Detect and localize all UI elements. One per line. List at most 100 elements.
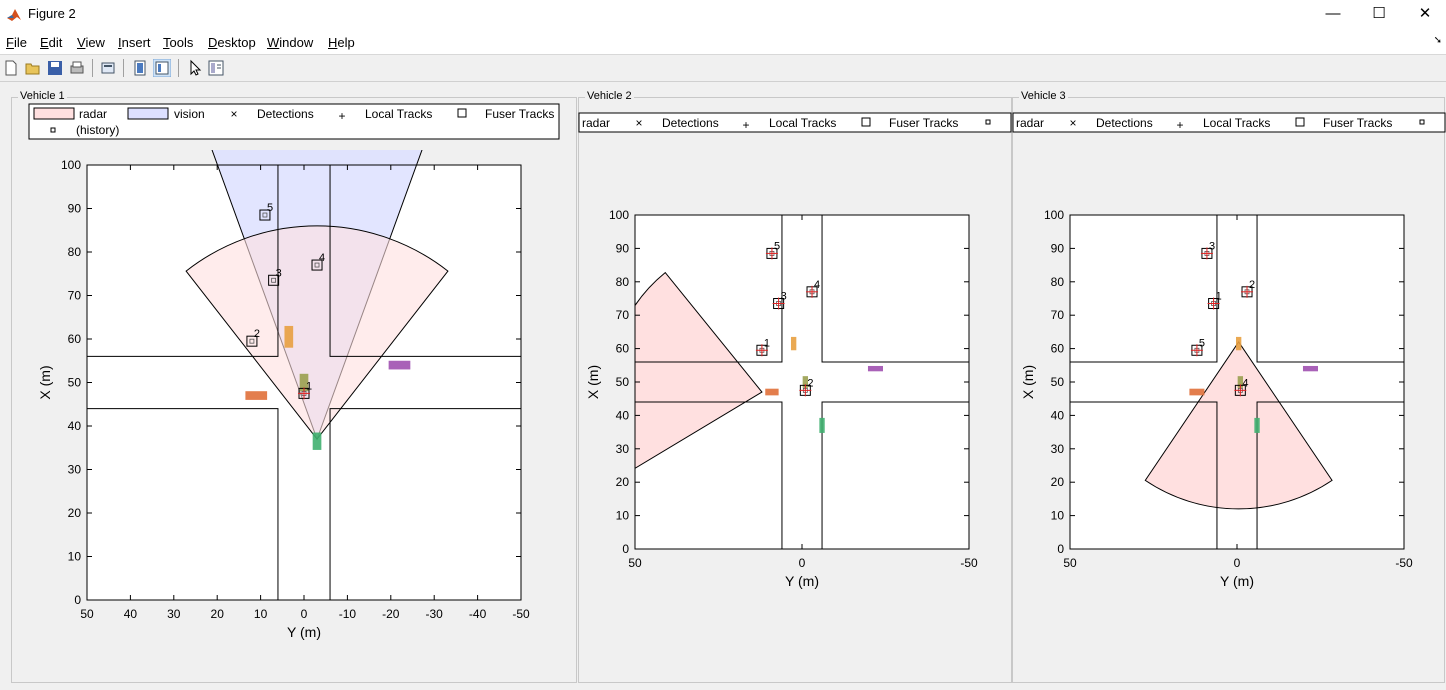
menu-window[interactable]: Window <box>267 35 314 50</box>
x-tick-label: 0 <box>1057 542 1064 556</box>
road-edge <box>1070 401 1218 549</box>
x-tick-label: 40 <box>616 408 630 422</box>
track-id-label: 1 <box>764 337 770 349</box>
history-marker <box>262 212 268 218</box>
legend: radar × Detections + Local Tracks Fuser Track… <box>1012 112 1446 133</box>
vehicle-orange-red <box>765 388 779 396</box>
legend-radar: radar <box>79 107 107 121</box>
menu-insert[interactable]: Insert <box>118 35 151 50</box>
y-axis-label: Y (m) <box>785 573 819 589</box>
legend-radar: radar <box>1016 116 1044 130</box>
new-figure-icon[interactable] <box>2 59 20 77</box>
y-tick-label: -20 <box>382 607 400 621</box>
radar-coverage <box>185 225 449 440</box>
x-tick-label: 60 <box>1051 342 1065 356</box>
x-tick-label: 10 <box>1051 509 1065 523</box>
edit-plot-icon[interactable] <box>186 59 204 77</box>
y-tick-label: 50 <box>80 607 94 621</box>
vehicle-orange <box>790 336 797 351</box>
x-tick-label: 90 <box>1051 241 1065 255</box>
vehicle-purple <box>867 365 883 372</box>
x-tick-label: 100 <box>1044 208 1064 222</box>
track-id-label: 5 <box>1199 337 1205 349</box>
print-preview-icon[interactable] <box>99 59 117 77</box>
toolbar <box>0 55 1446 82</box>
history-swatch <box>985 119 991 125</box>
road-edge <box>329 165 521 357</box>
menu-help[interactable]: Help <box>328 35 355 50</box>
x-tick-label: 20 <box>68 506 82 520</box>
print-icon[interactable] <box>68 59 86 77</box>
minimize-button[interactable]: — <box>1325 5 1341 22</box>
close-button[interactable]: ✕ <box>1418 5 1432 22</box>
x-tick-label: 40 <box>68 419 82 433</box>
local-track-swatch: + <box>1176 118 1183 132</box>
x-tick-label: 10 <box>616 509 630 523</box>
detection-swatch: × <box>230 107 237 121</box>
toolbar-separator <box>92 59 93 77</box>
x-tick-label: 100 <box>61 158 81 172</box>
menu-view[interactable]: View <box>77 35 105 50</box>
property-inspector-icon[interactable] <box>207 59 225 77</box>
menu-file[interactable]: File <box>6 35 27 50</box>
legend-local-tracks: Local Tracks <box>1203 116 1270 130</box>
road-edge <box>87 165 279 357</box>
y-tick-label: -50 <box>512 607 530 621</box>
road-edge <box>821 401 969 549</box>
x-tick-label: 80 <box>616 275 630 289</box>
vehicle-purple <box>388 360 411 370</box>
fuser-track-swatch <box>1295 117 1305 127</box>
fuser-track-marker <box>311 259 323 271</box>
legend-detections: Detections <box>1096 116 1153 130</box>
detection-swatch: × <box>635 116 642 130</box>
road-edge <box>821 215 969 363</box>
x-tick-label: 50 <box>1051 375 1065 389</box>
menu-edit[interactable]: Edit <box>40 35 63 50</box>
x-tick-label: 80 <box>1051 275 1065 289</box>
x-tick-label: 50 <box>616 375 630 389</box>
legend-box <box>28 103 560 140</box>
open-file-icon[interactable] <box>24 59 42 77</box>
road-edge <box>1256 401 1404 549</box>
track-id-label: 5 <box>774 240 780 252</box>
track-id-label: 2 <box>1249 279 1255 291</box>
vehicle-orange <box>284 325 294 348</box>
window-title: Figure 2 <box>28 6 76 21</box>
x-tick-label: 80 <box>68 245 82 259</box>
legend-detections: Detections <box>662 116 719 130</box>
fuser-track-swatch <box>457 108 467 118</box>
maximize-button[interactable]: ☐ <box>1372 5 1386 22</box>
vehicle-olive <box>1237 376 1244 388</box>
vehicle-green <box>312 432 322 450</box>
menu-desktop[interactable]: Desktop <box>208 35 256 50</box>
legend-vision: vision <box>174 107 205 121</box>
show-plot-tools-icon[interactable] <box>153 59 171 77</box>
dock-arrow-icon[interactable]: ➘ <box>1433 35 1442 46</box>
legend-fuser-tracks: Fuser Tracks <box>889 116 958 130</box>
x-axis-label: X (m) <box>37 365 53 399</box>
x-tick-label: 70 <box>1051 308 1065 322</box>
legend-detections: Detections <box>257 107 314 121</box>
road-edge <box>87 408 279 600</box>
history-swatch <box>50 127 56 133</box>
menu-bar: File Edit View Insert Tools Desktop Wind… <box>0 30 1446 55</box>
history-marker <box>249 338 255 344</box>
y-tick-label: 0 <box>301 607 308 621</box>
hide-plot-tools-icon[interactable] <box>131 59 149 77</box>
road-edge <box>1070 215 1218 363</box>
road-edge <box>635 401 783 549</box>
vehicle-orange-red <box>1189 388 1205 396</box>
y-tick-label: 10 <box>254 607 268 621</box>
vehicle-orange-red <box>245 391 268 400</box>
fuser-track-marker <box>268 274 280 286</box>
legend: radar × Detections + Local Tracks Fuser Track… <box>578 112 1012 133</box>
track-id-label: 4 <box>1242 377 1248 389</box>
panel-title: Vehicle 3 <box>1019 90 1068 102</box>
y-tick-label: 30 <box>167 607 181 621</box>
legend-history: (history) <box>76 123 119 137</box>
x-tick-label: 10 <box>68 550 82 564</box>
save-icon[interactable] <box>46 59 64 77</box>
menu-tools[interactable]: Tools <box>163 35 194 50</box>
